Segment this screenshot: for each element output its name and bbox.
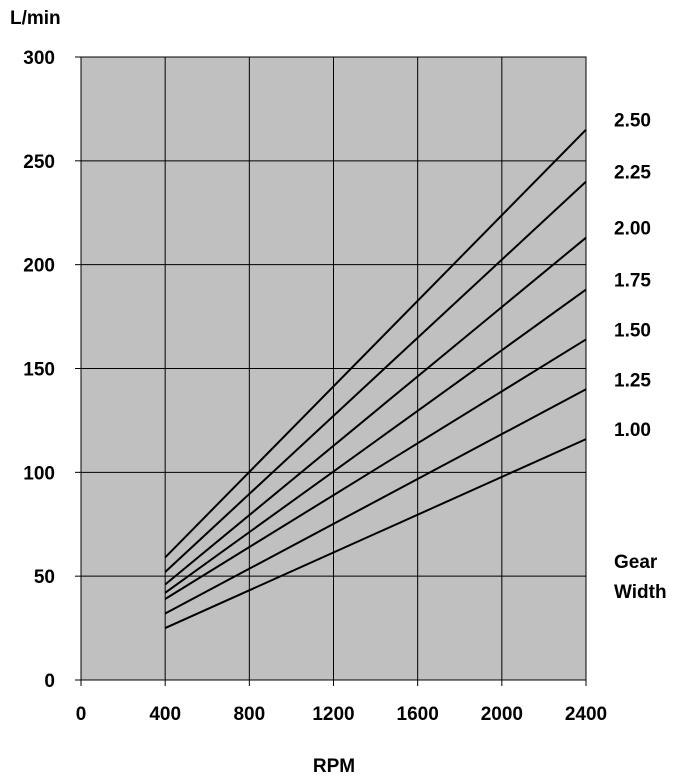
series-label: 1.25 <box>614 370 651 391</box>
y-tick-label: 50 <box>34 567 55 588</box>
series-label: 2.50 <box>614 111 651 132</box>
series-line <box>164 438 587 629</box>
x-tick-label: 2400 <box>565 704 607 725</box>
series-label: 1.00 <box>614 420 651 441</box>
legend-title-line-1: Gear <box>614 552 658 573</box>
series-line <box>164 388 587 615</box>
legend-title-line-2: Width <box>614 582 667 603</box>
x-tick-label: 1200 <box>312 704 354 725</box>
x-axis-title: RPM <box>313 756 355 777</box>
series-lines <box>164 128 587 629</box>
x-tick-label: 2000 <box>481 704 523 725</box>
x-tick-label: 1600 <box>397 704 439 725</box>
series-line <box>164 338 587 600</box>
grid-lines <box>81 57 586 680</box>
series-label: 1.75 <box>614 271 651 292</box>
series-label: 2.25 <box>614 163 651 184</box>
y-tick-label: 150 <box>23 360 55 381</box>
tick-labels: 0 400 800 1200 1600 2000 2400 0 50 100 150 200 250 30… <box>23 48 607 725</box>
series-line <box>164 180 587 573</box>
series-line <box>164 288 587 594</box>
series-label: 1.50 <box>614 320 651 341</box>
y-tick-label: 250 <box>23 152 55 173</box>
series-line <box>164 128 587 559</box>
x-tick-label: 400 <box>149 704 181 725</box>
series-labels: 1.00 1.25 1.50 1.75 2.00 2.25 2.50 <box>614 111 651 441</box>
y-tick-label: 300 <box>23 48 55 69</box>
x-tick-label: 0 <box>76 704 87 725</box>
series-label: 2.00 <box>614 219 651 240</box>
axes <box>75 56 587 686</box>
series-line <box>164 236 587 586</box>
x-tick-label: 800 <box>233 704 265 725</box>
y-tick-label: 200 <box>23 256 55 277</box>
y-axis-title: L/min <box>10 8 61 29</box>
y-tick-label: 0 <box>44 671 55 692</box>
y-tick-label: 100 <box>23 463 55 484</box>
